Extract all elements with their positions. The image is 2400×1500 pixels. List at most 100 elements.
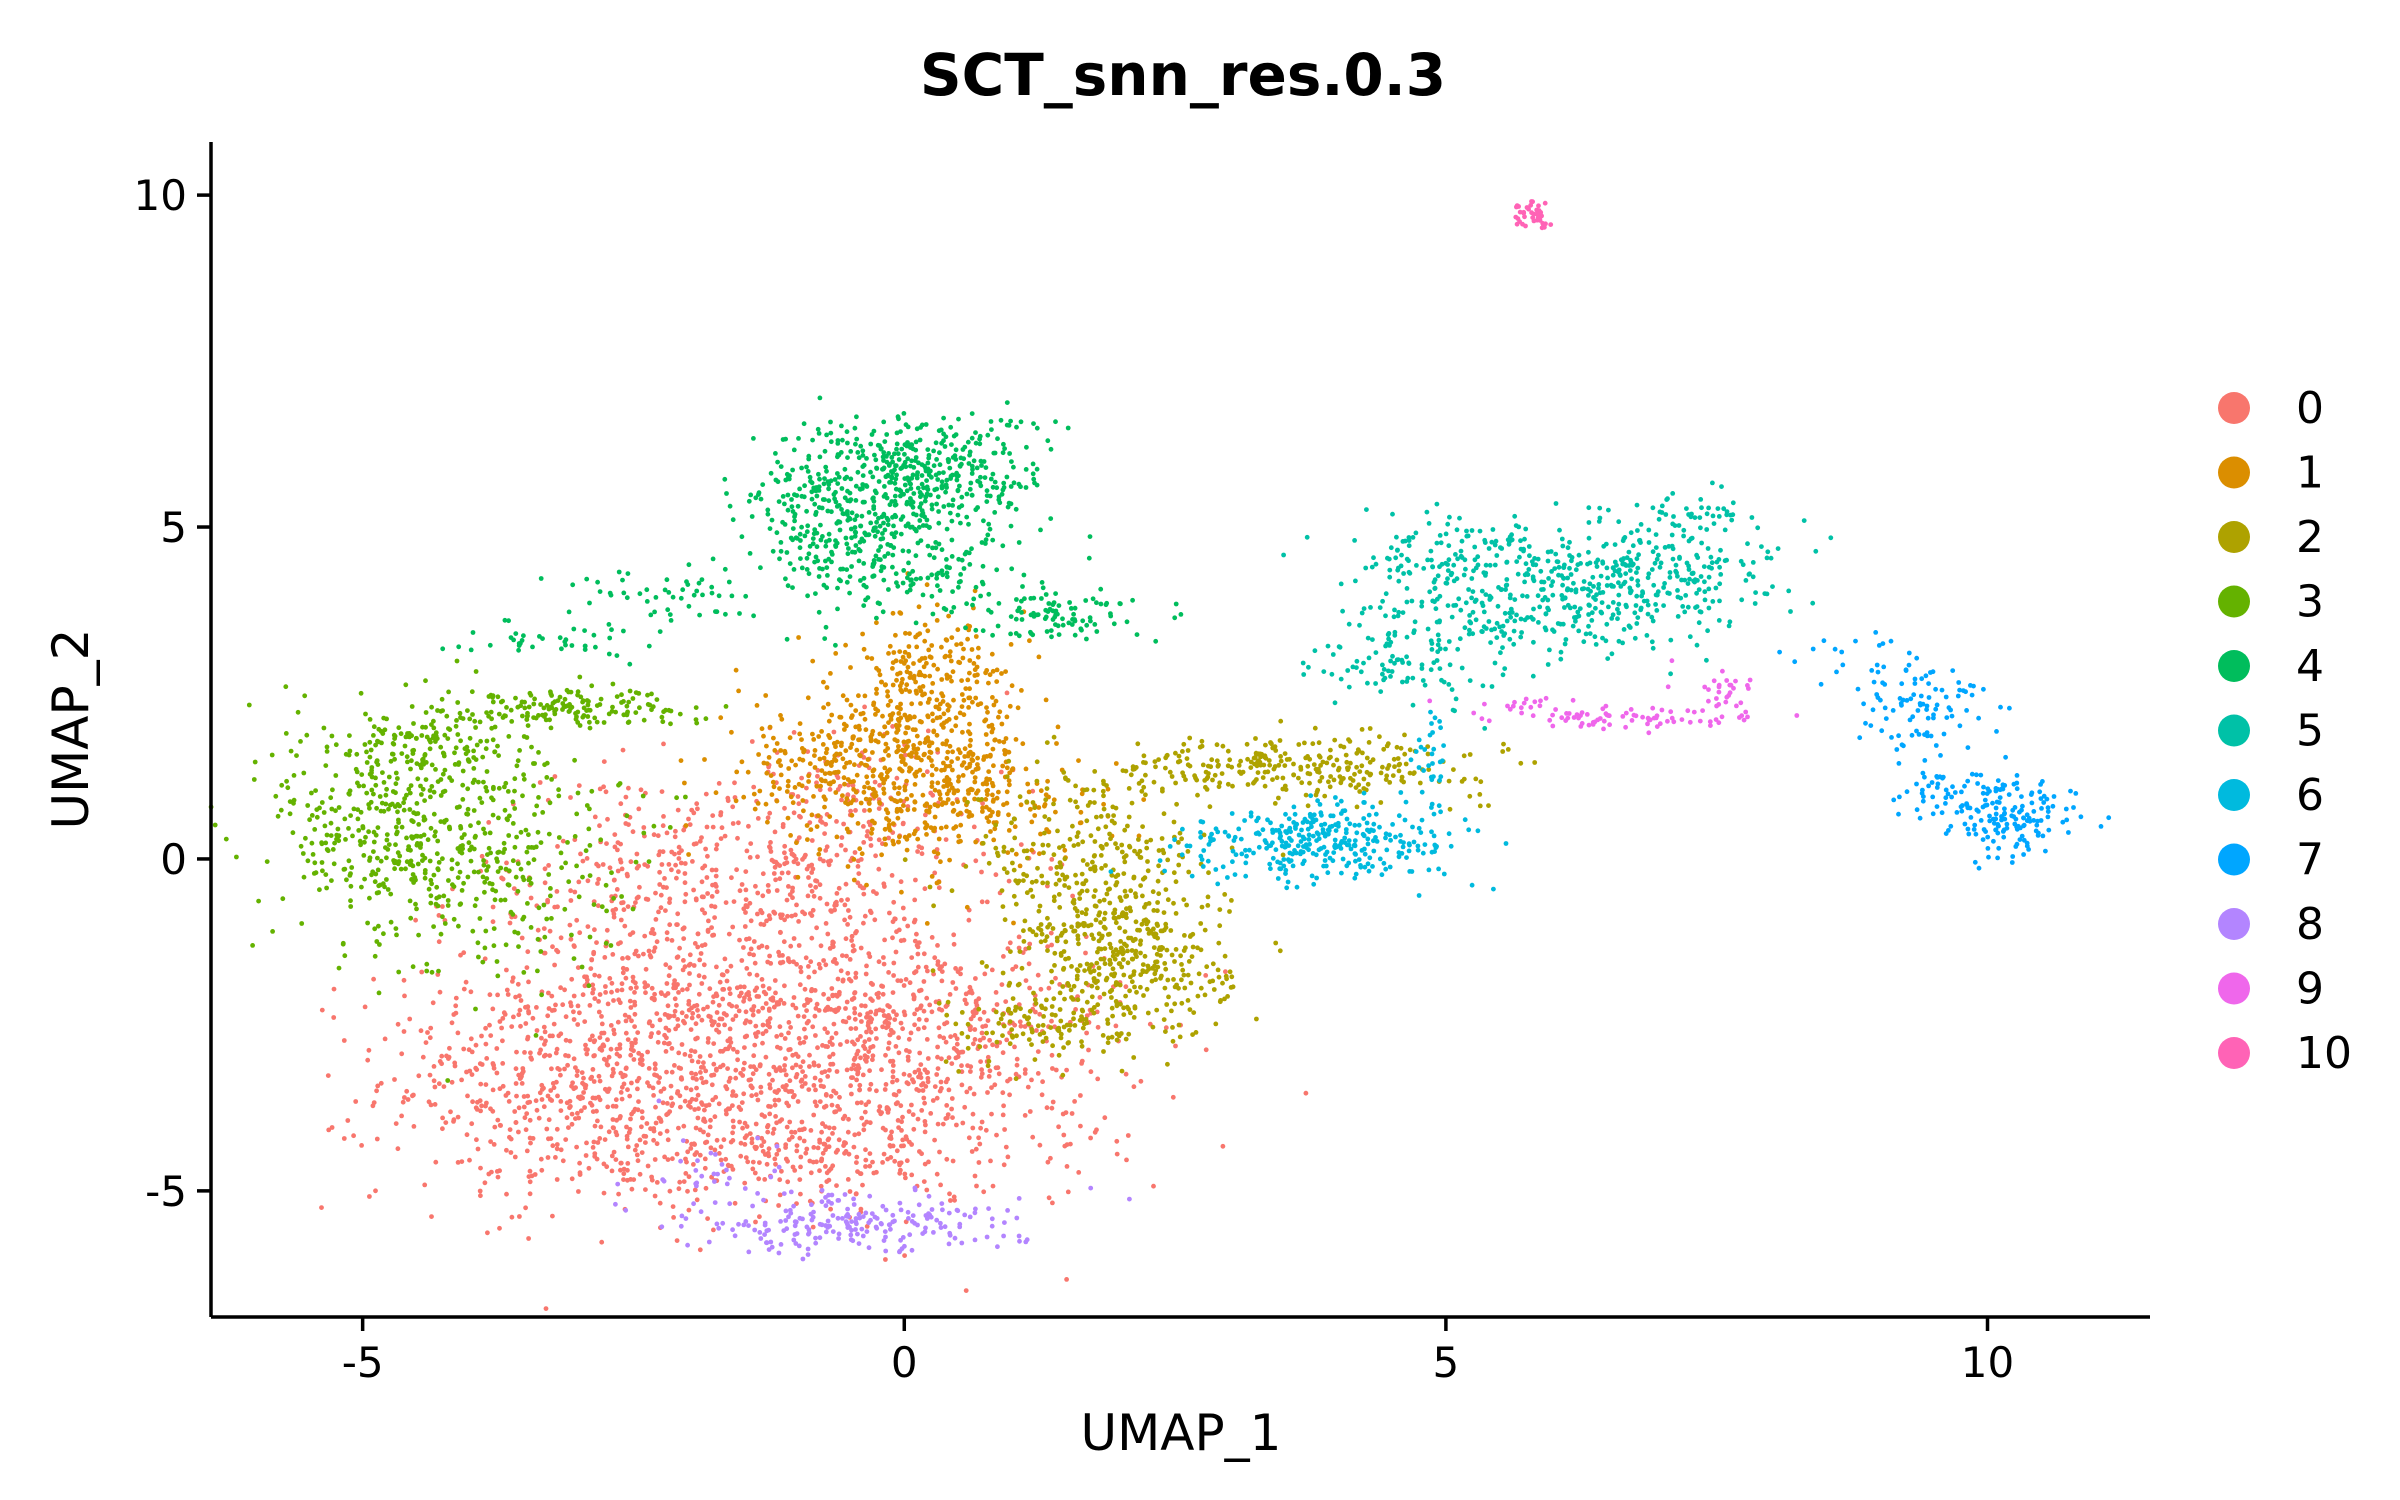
point-cluster-0 [858, 1171, 864, 1177]
point-cluster-0 [516, 1072, 522, 1078]
point-cluster-2 [1267, 762, 1273, 768]
point-cluster-2 [1119, 842, 1125, 848]
point-cluster-0 [683, 891, 689, 897]
point-cluster-0 [963, 1288, 969, 1293]
point-cluster-0 [564, 1100, 570, 1106]
point-cluster-0 [580, 858, 586, 864]
point-cluster-3 [324, 832, 330, 838]
point-cluster-2 [1051, 852, 1057, 858]
point-cluster-0 [374, 1088, 379, 1094]
point-cluster-0 [704, 875, 710, 880]
point-cluster-2 [1126, 1031, 1132, 1037]
point-cluster-1 [842, 764, 847, 770]
point-cluster-2 [1188, 980, 1194, 986]
point-cluster-0 [685, 1188, 690, 1194]
point-cluster-0 [699, 981, 705, 986]
point-cluster-0 [847, 1189, 853, 1194]
point-cluster-0 [341, 1038, 347, 1043]
point-cluster-2 [1007, 980, 1013, 986]
point-cluster-2 [1130, 764, 1136, 770]
point-cluster-3 [427, 858, 433, 864]
point-cluster-0 [1013, 964, 1019, 969]
point-cluster-0 [813, 878, 818, 884]
point-cluster-2 [1171, 977, 1176, 982]
point-cluster-0 [773, 1161, 778, 1167]
point-cluster-0 [978, 1059, 983, 1064]
point-cluster-2 [1202, 992, 1208, 998]
point-cluster-0 [971, 1041, 976, 1047]
point-cluster-1 [806, 779, 811, 784]
point-cluster-2 [1260, 775, 1266, 780]
point-cluster-0 [690, 1075, 696, 1081]
point-cluster-3 [423, 678, 428, 684]
point-cluster-2 [1165, 897, 1171, 903]
point-cluster-2 [1061, 965, 1067, 971]
point-cluster-2 [1113, 920, 1119, 926]
point-cluster-1 [883, 807, 889, 813]
point-cluster-2 [1385, 766, 1390, 771]
point-cluster-3 [278, 807, 284, 813]
point-cluster-0 [664, 1112, 669, 1118]
point-cluster-2 [1011, 816, 1017, 822]
point-cluster-0 [693, 1125, 699, 1131]
point-cluster-1 [862, 784, 867, 790]
point-cluster-0 [512, 1154, 518, 1160]
point-cluster-0 [656, 909, 661, 915]
point-cluster-0 [733, 1093, 739, 1099]
point-cluster-0 [773, 1068, 779, 1074]
point-cluster-2 [1215, 967, 1221, 973]
point-cluster-1 [799, 783, 805, 789]
point-cluster-1 [955, 756, 961, 761]
point-cluster-0 [855, 1037, 861, 1043]
point-cluster-1 [924, 582, 930, 588]
point-cluster-3 [290, 830, 296, 836]
point-cluster-1 [801, 808, 806, 814]
point-cluster-2 [1145, 859, 1150, 864]
point-cluster-0 [880, 1024, 885, 1030]
point-cluster-1 [906, 644, 912, 649]
point-cluster-0 [996, 1071, 1002, 1077]
point-cluster-1 [894, 749, 900, 755]
point-cluster-0 [742, 1142, 748, 1147]
point-cluster-2 [1071, 900, 1077, 906]
point-cluster-0 [757, 1160, 762, 1165]
point-cluster-1 [924, 660, 929, 666]
point-cluster-0 [901, 983, 907, 988]
point-cluster-2 [1366, 740, 1372, 745]
point-cluster-0 [925, 1056, 931, 1061]
point-cluster-1 [796, 635, 801, 640]
point-cluster-2 [1206, 870, 1211, 876]
point-cluster-0 [592, 1123, 598, 1129]
point-cluster-2 [1067, 1027, 1072, 1033]
point-cluster-1 [1045, 778, 1050, 784]
point-cluster-0 [959, 1082, 965, 1088]
point-cluster-0 [555, 844, 560, 849]
point-cluster-0 [625, 1144, 631, 1150]
point-cluster-0 [588, 1100, 593, 1106]
point-cluster-1 [847, 759, 853, 765]
point-cluster-0 [665, 1041, 671, 1047]
point-cluster-1 [943, 824, 949, 830]
point-cluster-2 [1111, 813, 1116, 818]
point-cluster-0 [980, 801, 985, 806]
point-cluster-0 [608, 1046, 614, 1052]
point-cluster-1 [898, 754, 904, 760]
point-cluster-2 [1326, 779, 1331, 785]
point-cluster-2 [1122, 888, 1128, 894]
point-cluster-0 [534, 1005, 539, 1010]
point-cluster-0 [699, 907, 705, 913]
point-cluster-0 [582, 974, 587, 980]
point-cluster-2 [1057, 1007, 1063, 1012]
point-cluster-0 [732, 1200, 738, 1206]
point-cluster-0 [563, 1014, 569, 1020]
point-cluster-2 [1032, 805, 1038, 811]
point-cluster-0 [799, 1084, 805, 1089]
point-cluster-1 [906, 833, 912, 838]
point-cluster-0 [701, 1065, 706, 1070]
point-cluster-0 [981, 1035, 986, 1041]
point-cluster-1 [909, 750, 915, 756]
point-cluster-0 [730, 1130, 735, 1136]
point-cluster-2 [1084, 907, 1089, 912]
point-cluster-1 [764, 743, 769, 749]
point-cluster-0 [789, 851, 795, 857]
